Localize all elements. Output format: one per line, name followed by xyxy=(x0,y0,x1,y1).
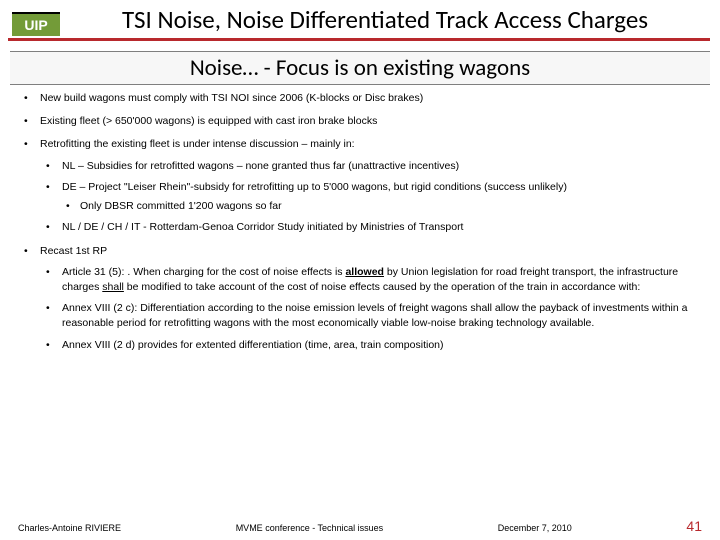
bullet-3-text: Retrofitting the existing fleet is under… xyxy=(40,138,355,150)
content: New build wagons must comply with TSI NO… xyxy=(0,85,720,353)
slide-title: TSI Noise, Noise Differentiated Track Ac… xyxy=(60,4,720,35)
footer-event: MVME conference - Technical issues xyxy=(236,523,383,533)
bullet-4a: Article 31 (5): . When charging for the … xyxy=(40,265,702,295)
uip-logo: UIP xyxy=(12,12,60,36)
bullet-3: Retrofitting the existing fleet is under… xyxy=(18,137,702,235)
header: UIP TSI Noise, Noise Differentiated Trac… xyxy=(0,0,720,36)
bullet-4a-allowed: allowed xyxy=(345,266,384,278)
bullet-1: New build wagons must comply with TSI NO… xyxy=(18,91,702,106)
footer-author: Charles-Antoine RIVIERE xyxy=(18,523,121,533)
bullet-4: Recast 1st RP Article 31 (5): . When cha… xyxy=(18,244,702,353)
bullet-4a-shall: shall xyxy=(102,281,124,293)
bullet-3b: DE – Project "Leiser Rhein"-subsidy for … xyxy=(40,180,702,214)
bullet-4a-pre: Article 31 (5): . When charging for the … xyxy=(62,266,345,278)
subtitle-bar: Noise… - Focus is on existing wagons xyxy=(10,51,710,85)
bullet-3b-text: DE – Project "Leiser Rhein"-subsidy for … xyxy=(62,181,567,193)
bullet-4c: Annex VIII (2 d) provides for extented d… xyxy=(40,338,702,353)
subtitle: Noise… - Focus is on existing wagons xyxy=(10,54,710,82)
bullet-3a: NL – Subsidies for retrofitted wagons – … xyxy=(40,159,702,174)
bullet-2: Existing fleet (> 650'000 wagons) is equ… xyxy=(18,114,702,129)
bullet-3b1: Only DBSR committed 1'200 wagons so far xyxy=(62,199,702,214)
logo-underline xyxy=(8,38,64,41)
bullet-4b: Annex VIII (2 c): Differentiation accord… xyxy=(40,301,702,331)
bullet-4a-post: be modified to take account of the cost … xyxy=(124,281,640,293)
title-rule xyxy=(10,38,710,41)
bullet-3c: NL / DE / CH / IT - Rotterdam-Genoa Corr… xyxy=(40,220,702,235)
bullet-4-text: Recast 1st RP xyxy=(40,245,107,257)
footer: Charles-Antoine RIVIERE MVME conference … xyxy=(0,518,720,534)
footer-page: 41 xyxy=(686,518,702,534)
footer-date: December 7, 2010 xyxy=(498,523,572,533)
